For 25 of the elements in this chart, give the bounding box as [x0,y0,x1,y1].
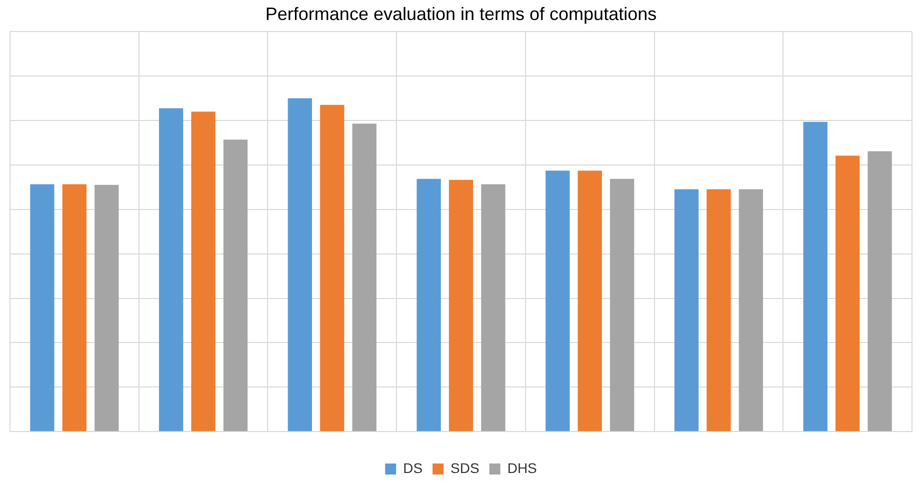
bar [223,140,248,432]
bar [30,184,54,432]
bar [352,124,376,432]
bar [191,112,216,432]
bar [448,180,474,432]
legend-label: DHS [507,460,537,476]
legend-label: DS [403,460,423,476]
bar [481,184,506,432]
bar [94,184,119,432]
bar [706,189,731,432]
bar [320,104,344,432]
bar [610,178,634,432]
bar [803,122,828,432]
bar [158,108,184,432]
bar [416,178,441,432]
bar [546,170,570,432]
chart-title: Performance evaluation in terms of computations [265,4,657,24]
bar [578,170,602,432]
bar [674,189,699,432]
legend-label: SDS [450,460,480,476]
bar [62,184,87,432]
bar [868,151,892,432]
bar [288,98,312,432]
bar [835,156,860,432]
bar [738,189,764,432]
